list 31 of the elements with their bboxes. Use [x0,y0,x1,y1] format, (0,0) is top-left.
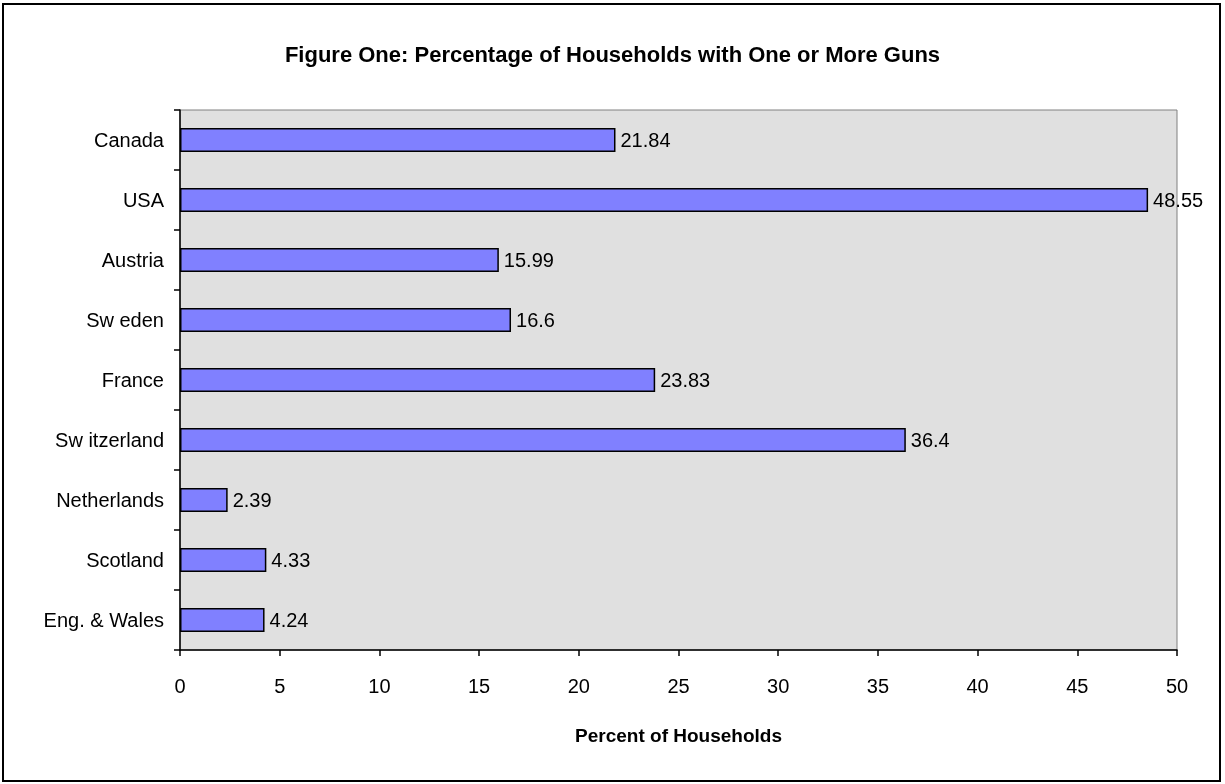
y-tick-label: Canada [93,129,165,151]
y-tick-label: Sw eden [86,309,164,331]
data-label: 15.99 [503,249,554,271]
x-tick-label: 35 [866,675,890,697]
x-tick-label: 25 [667,675,690,697]
y-tick-label: Scotland [86,549,164,571]
data-label: 36.4 [910,429,950,451]
x-tick-label: 50 [1165,675,1189,697]
y-tick-label: USA [122,189,165,211]
y-tick-label: Netherlands [56,489,164,511]
x-tick-label: 30 [767,675,790,697]
x-tick-label: 45 [1066,675,1089,697]
data-label: 48.55 [1153,189,1204,211]
y-tick-label: Sw itzerland [55,429,164,451]
data-label: 4.24 [269,609,309,631]
y-tick-label: Eng. & Wales [43,609,164,631]
x-tick-label: 5 [274,675,286,697]
x-tick-label: 20 [567,675,590,697]
data-label: 21.84 [620,129,671,151]
x-tick-label: 0 [174,675,186,697]
chart-title: Figure One: Percentage of Households with One or More Guns [284,41,941,67]
data-label: 4.33 [271,549,311,571]
x-tick-label: 40 [966,675,989,697]
data-label: 16.6 [516,309,555,331]
data-label: 23.83 [660,369,711,391]
x-axis-title: Percent of Households [575,725,782,746]
x-tick-label: 15 [467,675,491,697]
y-tick-label: Austria [101,249,165,271]
data-label: 2.39 [232,489,272,511]
y-tick-label: France [101,369,164,391]
x-tick-label: 10 [368,675,391,697]
